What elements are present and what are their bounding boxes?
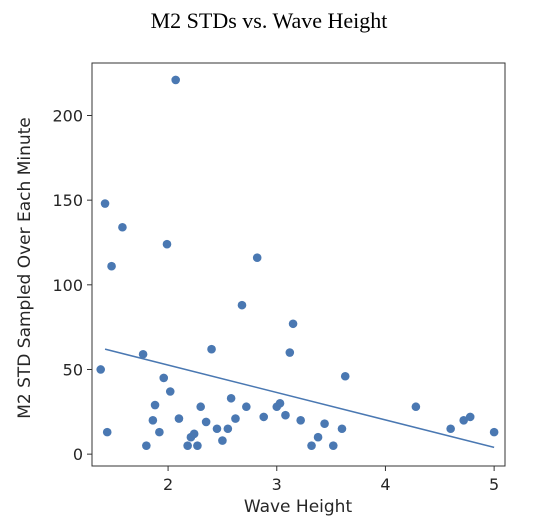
data-point (118, 222, 127, 232)
data-point (281, 410, 290, 420)
y-axis-ticks: 0 50 100 150 200 (52, 106, 92, 464)
x-tick-label: 4 (380, 475, 390, 494)
data-point (165, 387, 175, 396)
data-point (193, 441, 202, 450)
data-point (313, 432, 323, 442)
data-points (96, 75, 499, 450)
data-point (100, 199, 110, 208)
y-tick-label: 200 (52, 106, 83, 125)
data-point (237, 300, 247, 310)
chart-title: M2 STDs vs. Wave Height (150, 8, 388, 33)
trend-line (104, 348, 495, 449)
data-point (465, 412, 475, 422)
data-point (340, 371, 350, 381)
y-tick-label: 100 (52, 276, 83, 295)
data-point (411, 402, 421, 412)
x-tick-label: 2 (163, 475, 173, 494)
data-point (102, 427, 112, 437)
y-axis-label: M2 STD Sampled Over Each Minute (15, 117, 35, 419)
data-point (162, 239, 172, 249)
data-point (159, 373, 169, 383)
data-point (96, 365, 105, 374)
data-point (259, 412, 269, 422)
data-point (150, 400, 160, 410)
data-point (296, 415, 305, 425)
data-point (307, 441, 316, 450)
data-point (183, 441, 192, 450)
data-point (252, 253, 262, 263)
x-tick-label: 3 (272, 475, 282, 494)
data-point (459, 415, 469, 425)
data-point (489, 427, 499, 437)
y-tick-label: 50 (63, 360, 83, 379)
x-axis-ticks: 2 3 4 5 (163, 466, 499, 494)
data-point (201, 417, 211, 427)
plot-area-frame (91, 62, 506, 467)
y-tick-label: 0 (73, 445, 83, 464)
data-point (107, 261, 116, 271)
data-point (223, 424, 233, 434)
data-point (275, 399, 285, 408)
data-point (155, 427, 164, 437)
y-tick-label: 150 (52, 191, 83, 210)
data-point (337, 424, 347, 434)
data-point (231, 414, 240, 423)
data-point (142, 441, 151, 450)
x-tick-label: 5 (489, 475, 499, 494)
data-point (207, 344, 216, 354)
data-point (212, 424, 222, 434)
data-point (174, 414, 184, 423)
data-point (171, 75, 180, 85)
data-point (288, 319, 298, 329)
data-point (138, 349, 148, 359)
x-axis-label: Wave Height (244, 497, 353, 517)
data-point (226, 393, 236, 403)
data-point (320, 419, 329, 428)
data-point (242, 402, 251, 412)
data-point (189, 429, 199, 439)
data-point (285, 348, 295, 357)
data-point (328, 441, 338, 450)
data-point (218, 436, 227, 445)
data-point (148, 415, 158, 425)
data-point (196, 402, 205, 412)
data-point (446, 424, 455, 434)
